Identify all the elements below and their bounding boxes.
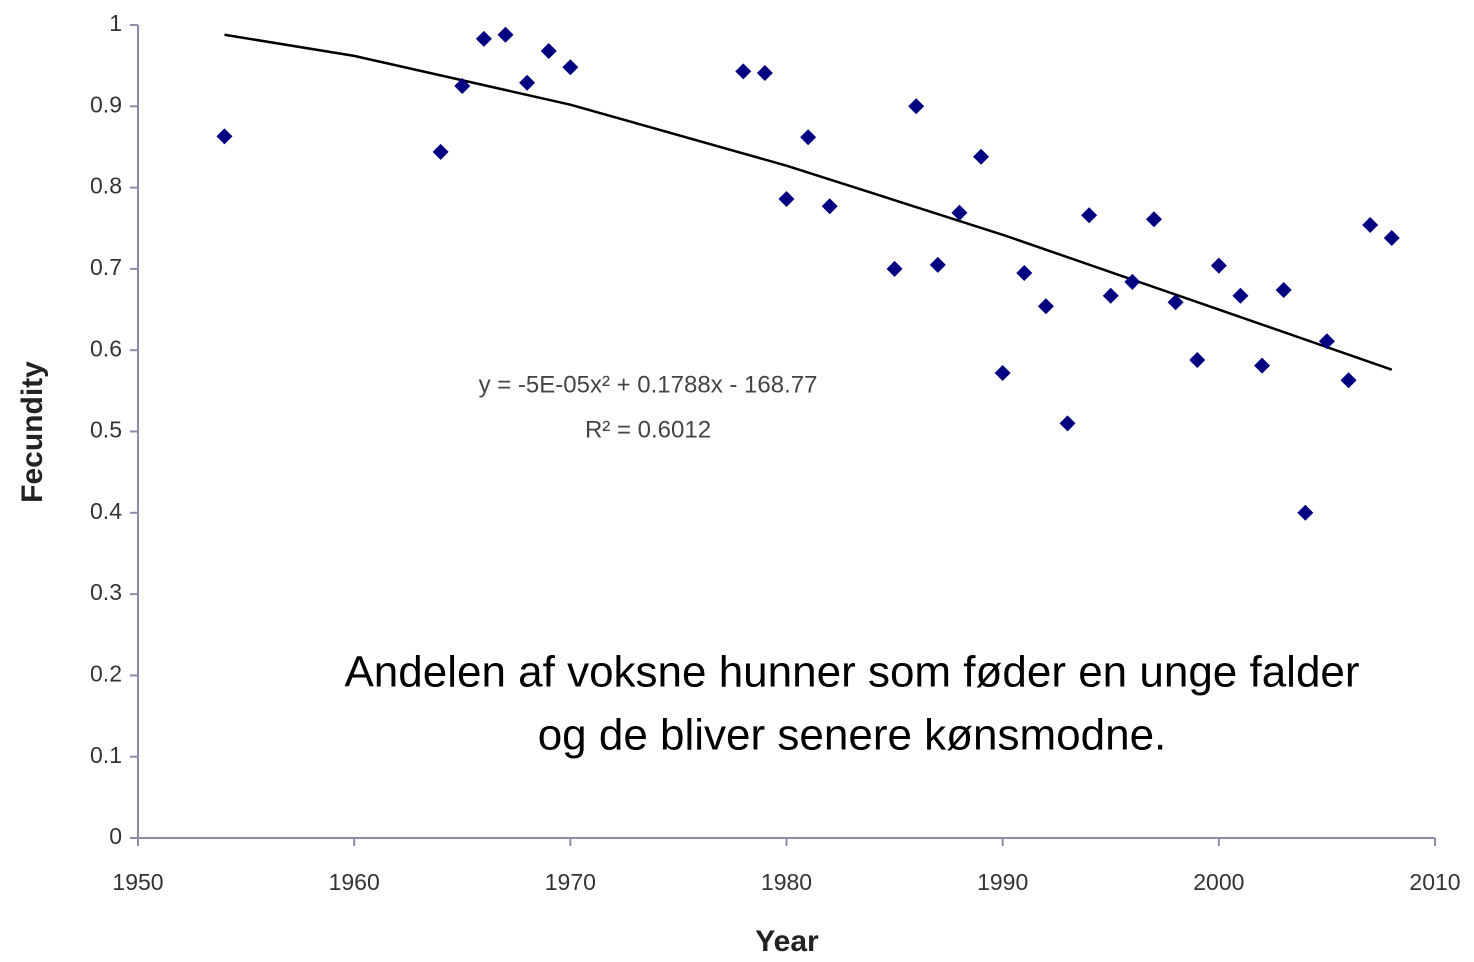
caption-line: Andelen af voksne hunner som føder en un… bbox=[344, 648, 1359, 697]
r-squared: R² = 0.6012 bbox=[585, 416, 711, 443]
caption-line: og de bliver senere kønsmodne. bbox=[538, 711, 1167, 760]
data-point bbox=[1362, 216, 1379, 233]
x-tick-label: 1950 bbox=[112, 869, 163, 895]
data-point bbox=[1275, 282, 1292, 299]
data-point bbox=[929, 256, 946, 273]
data-point bbox=[1340, 372, 1357, 389]
x-tick-label: 1970 bbox=[545, 869, 596, 895]
x-tick-label: 2000 bbox=[1193, 869, 1244, 895]
x-tick-label: 1960 bbox=[329, 869, 380, 895]
data-point bbox=[454, 77, 471, 94]
data-point bbox=[821, 198, 838, 215]
y-tick-label: 0.5 bbox=[90, 417, 122, 443]
y-tick-label: 0.9 bbox=[90, 91, 122, 117]
data-point bbox=[973, 148, 990, 165]
x-tick-label: 1980 bbox=[761, 869, 812, 895]
y-tick-label: 0.3 bbox=[90, 579, 122, 605]
data-point bbox=[1254, 357, 1271, 374]
data-point bbox=[1189, 351, 1206, 368]
data-point bbox=[1232, 287, 1249, 304]
x-axis-title: Year bbox=[755, 925, 819, 958]
y-tick-label: 0.7 bbox=[90, 254, 122, 280]
data-point bbox=[886, 260, 903, 277]
y-tick-label: 0.2 bbox=[90, 660, 122, 686]
data-point bbox=[908, 98, 925, 115]
data-point bbox=[800, 129, 817, 146]
y-tick-label: 0.4 bbox=[90, 498, 122, 524]
data-point bbox=[994, 364, 1011, 381]
equation: y = -5E-05x² + 0.1788x - 168.77 bbox=[479, 371, 818, 398]
data-point bbox=[519, 74, 536, 91]
x-tick-label: 1990 bbox=[977, 869, 1028, 895]
data-point bbox=[778, 190, 795, 207]
data-point bbox=[1059, 415, 1076, 432]
data-point bbox=[1297, 504, 1314, 521]
data-point bbox=[216, 128, 233, 145]
y-tick-label: 0.1 bbox=[90, 742, 122, 768]
data-point bbox=[432, 143, 449, 160]
y-tick-label: 1 bbox=[109, 10, 122, 36]
data-point bbox=[951, 204, 968, 221]
data-point bbox=[1081, 207, 1098, 224]
y-tick-label: 0.8 bbox=[90, 173, 122, 199]
data-point bbox=[1383, 230, 1400, 247]
data-point bbox=[1016, 264, 1033, 281]
data-point bbox=[562, 59, 579, 76]
data-point bbox=[540, 43, 557, 60]
data-point bbox=[1124, 273, 1141, 290]
data-point bbox=[1102, 287, 1119, 304]
data-point bbox=[1037, 298, 1054, 315]
y-tick-label: 0.6 bbox=[90, 335, 122, 361]
data-point bbox=[475, 30, 492, 47]
data-point bbox=[1167, 294, 1184, 311]
data-point bbox=[1210, 257, 1227, 274]
y-tick-label: 0 bbox=[109, 823, 122, 849]
data-point bbox=[1318, 333, 1335, 350]
data-point bbox=[1145, 211, 1162, 228]
x-tick-label: 2010 bbox=[1409, 869, 1460, 895]
trendline bbox=[224, 33, 1393, 371]
y-axis-title: Fecundity bbox=[16, 361, 49, 503]
data-point bbox=[497, 26, 514, 43]
data-point bbox=[756, 64, 773, 81]
data-point bbox=[735, 63, 752, 80]
